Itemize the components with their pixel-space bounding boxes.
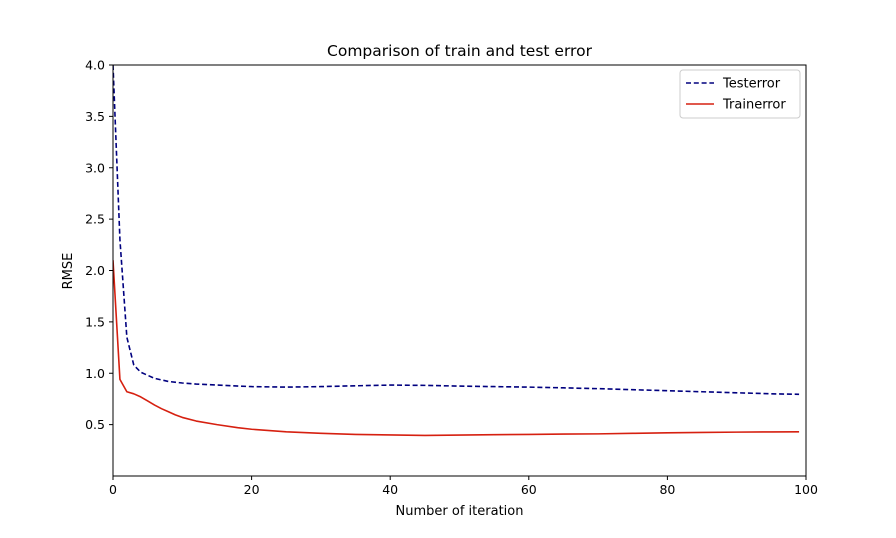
x-axis-label: Number of iteration	[396, 504, 524, 519]
x-tick-label: 60	[521, 482, 537, 497]
x-tick-label: 100	[794, 482, 818, 497]
y-tick-label: 2.5	[85, 212, 105, 227]
legend-label-trainerror: Trainerror	[722, 98, 786, 113]
x-tick-label: 80	[659, 482, 675, 497]
y-tick-label: 1.0	[85, 366, 105, 381]
legend-label-testerror: Testerror	[722, 77, 781, 92]
x-axis-ticks: 0 20 40 60 80 100	[109, 476, 818, 497]
chart-title: Comparison of train and test error	[327, 42, 593, 60]
series-layer	[113, 65, 800, 437]
y-tick-label: 3.0	[85, 160, 105, 175]
x-tick-label: 0	[109, 482, 117, 497]
legend-box	[679, 69, 801, 119]
y-axis-ticks: 0.5 1.0 1.5 2.0 2.5 3.0 3.5 4.0	[85, 58, 113, 432]
y-tick-label: 1.5	[85, 314, 105, 329]
y-tick-label: 4.0	[85, 58, 105, 73]
x-tick-label: 20	[244, 482, 260, 497]
y-tick-label: 2.0	[85, 263, 105, 278]
y-tick-label: 0.5	[85, 417, 105, 432]
y-tick-label: 3.5	[85, 109, 105, 124]
series-line-testerror	[113, 65, 800, 396]
y-axis-label: RMSE	[61, 253, 76, 290]
series-line-trainerror	[113, 260, 800, 437]
legend: Testerror Trainerror	[679, 69, 801, 119]
x-tick-label: 40	[382, 482, 398, 497]
